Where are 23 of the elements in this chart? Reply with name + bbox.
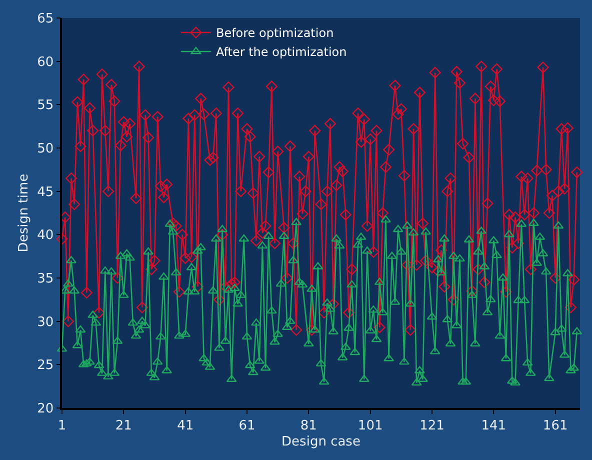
y-tick-label: 65	[37, 12, 54, 27]
x-tick-label: 81	[300, 418, 317, 434]
x-tick-label: 141	[481, 418, 506, 434]
y-tick-label: 55	[37, 98, 54, 114]
x-tick-label: 1	[58, 418, 66, 434]
legend-label: After the optimization	[216, 45, 347, 60]
y-tick-label: 20	[37, 402, 54, 417]
y-tick-label: 30	[37, 314, 54, 330]
x-axis-title: Design case	[282, 434, 360, 450]
x-tick-label: 101	[358, 418, 383, 434]
x-tick-label: 21	[115, 418, 132, 434]
y-axis-title: Design time	[16, 174, 32, 252]
x-tick-label: 61	[238, 418, 256, 434]
x-tick-label: 161	[542, 418, 568, 434]
y-tick-label: 45	[37, 184, 54, 200]
legend-label: Before optimization	[216, 26, 334, 40]
x-tick-label: 121	[420, 418, 444, 434]
y-tick-label: 40	[37, 228, 54, 244]
y-tick-label: 50	[37, 142, 54, 157]
y-tick-label: 25	[37, 358, 54, 374]
y-tick-label: 60	[37, 54, 54, 70]
y-tick-label: 35	[37, 272, 54, 287]
x-tick-label: 41	[177, 418, 194, 434]
